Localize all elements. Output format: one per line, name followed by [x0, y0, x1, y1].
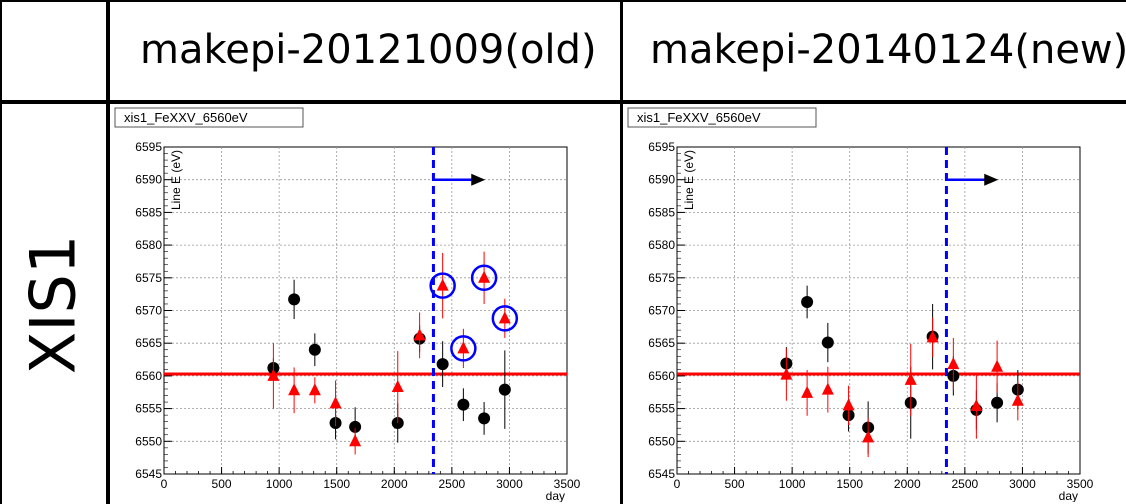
data-point-red	[288, 383, 301, 396]
arrow-head	[471, 173, 486, 186]
highlight-circle	[491, 305, 519, 332]
data-point-red	[1011, 393, 1024, 406]
y-tick-label: 6580	[648, 238, 675, 252]
y-tick-label: 6585	[648, 205, 675, 219]
x-tick-label: 1500	[836, 477, 863, 491]
y-tick-label: 6560	[135, 369, 162, 383]
data-point-red	[308, 383, 321, 396]
data-point-red	[821, 382, 834, 395]
x-tick-label: 3000	[496, 477, 523, 491]
data-point-red	[970, 398, 983, 411]
y-tick-label: 6545	[135, 467, 162, 481]
x-tick-label: 1500	[323, 477, 350, 491]
data-point-red	[991, 359, 1004, 372]
data-point-black	[478, 412, 491, 425]
data-point-red	[947, 357, 960, 370]
x-tick-label: 2500	[439, 477, 466, 491]
y-tick-label: 6550	[135, 434, 162, 448]
data-point-black	[349, 420, 362, 433]
data-point-red	[413, 328, 426, 341]
data-point-black	[801, 295, 814, 308]
data-point-black	[288, 293, 301, 306]
data-point-red	[391, 380, 404, 393]
data-point-red	[349, 434, 362, 447]
x-tick-label: 0	[161, 477, 168, 491]
x-tick-label: 2000	[381, 477, 408, 491]
y-tick-label: 6575	[135, 271, 162, 285]
x-tick-label: 3000	[1009, 477, 1036, 491]
y-tick-label: 6560	[648, 369, 675, 383]
data-point-red	[904, 372, 917, 385]
x-tick-label: 2000	[894, 477, 921, 491]
table-header-divider	[0, 100, 1126, 104]
x-tick-label: 500	[725, 477, 745, 491]
y-tick-label: 6590	[135, 173, 162, 187]
data-point-red	[926, 330, 939, 343]
x-tick-label: 3500	[554, 477, 581, 491]
highlight-circle	[429, 272, 456, 299]
y-tick-label: 6595	[135, 140, 162, 154]
chart-old: xis1_FeXXV_6560eV 0 500 1000 1500 2000 2500 300…	[114, 107, 581, 502]
data-point-black	[436, 358, 449, 371]
y-tick-label: 6565	[135, 336, 162, 350]
data-point-black	[457, 398, 470, 411]
row-label-text: XIS1	[16, 234, 90, 374]
chart-title-box	[627, 107, 817, 128]
data-point-black	[308, 343, 321, 356]
x-tick-label: 500	[212, 477, 232, 491]
y-axis-label: Line E (eV)	[682, 150, 696, 210]
y-axis-label: Line E (eV)	[169, 150, 183, 210]
data-point-red	[457, 341, 470, 354]
table-top-border	[0, 0, 1126, 2]
table-left-border	[0, 0, 2, 504]
data-point-black	[498, 383, 511, 396]
data-point-black	[821, 336, 834, 349]
data-point-red	[801, 385, 814, 398]
chart-title: xis1_FeXXV_6560eV	[124, 110, 248, 125]
x-tick-label: 2500	[952, 477, 979, 491]
row-label: XIS1	[0, 104, 106, 504]
data-point-red	[862, 430, 875, 443]
data-point-black	[991, 396, 1004, 409]
y-tick-label: 6590	[648, 173, 675, 187]
chart-title-box	[114, 107, 304, 128]
table-row-label-divider	[106, 0, 110, 504]
data-point-red	[436, 278, 449, 291]
data-point-red	[498, 311, 511, 324]
y-tick-label: 6565	[648, 336, 675, 350]
table-column-divider	[620, 0, 623, 504]
chart-new: xis1_FeXXV_6560eV 0 500 1000 1500 2000 2500 300…	[627, 107, 1094, 502]
y-tick-label: 6545	[648, 467, 675, 481]
x-axis-label: day	[546, 489, 565, 502]
data-point-red	[842, 398, 855, 411]
y-tick-label: 6555	[648, 402, 675, 416]
y-tick-label: 6570	[648, 304, 675, 318]
column-header-new: makepi-20140124(new)	[650, 27, 1126, 73]
highlight-circle	[470, 264, 498, 292]
x-tick-label: 0	[674, 477, 681, 491]
data-point-red	[329, 396, 342, 409]
y-tick-label: 6570	[135, 304, 162, 318]
arrow-head	[984, 173, 999, 186]
data-point-red	[780, 367, 793, 380]
data-point-red	[267, 368, 280, 381]
x-tick-label: 1000	[266, 477, 293, 491]
y-tick-label: 6555	[135, 402, 162, 416]
x-tick-label: 3500	[1067, 477, 1094, 491]
y-tick-label: 6595	[648, 140, 675, 154]
chart-title: xis1_FeXXV_6560eV	[637, 110, 761, 125]
y-tick-label: 6575	[648, 271, 675, 285]
x-axis-label: day	[1059, 489, 1078, 502]
y-tick-label: 6580	[135, 238, 162, 252]
column-header-old: makepi-20121009(old)	[140, 27, 597, 73]
x-tick-label: 1000	[779, 477, 806, 491]
data-point-red	[478, 270, 491, 283]
y-tick-label: 6585	[135, 205, 162, 219]
y-tick-label: 6550	[648, 434, 675, 448]
highlight-circle	[450, 335, 477, 362]
